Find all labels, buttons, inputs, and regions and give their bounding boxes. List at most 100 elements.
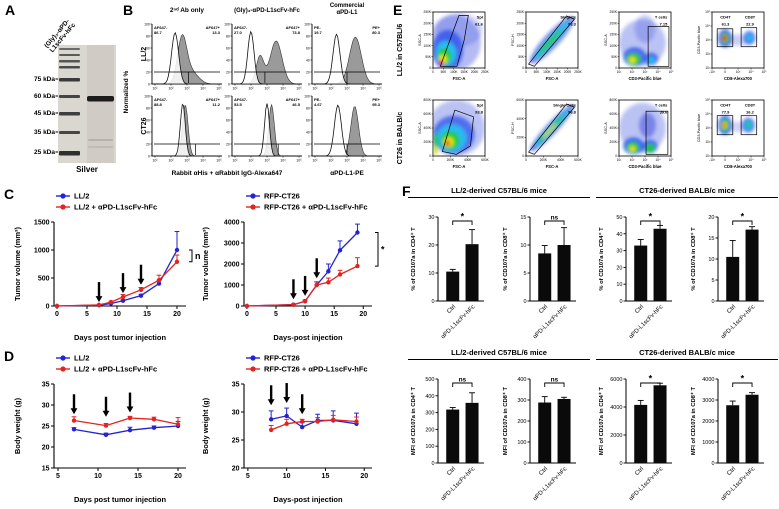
gate-name: CD8T <box>745 103 756 108</box>
tick-label: 200K <box>610 21 618 25</box>
gate-pos-value: 95.3 <box>372 102 381 107</box>
tick-label: 0 <box>711 299 714 305</box>
tick-label: 150K <box>460 70 468 74</box>
open-histogram-curve <box>312 33 382 85</box>
density-cloud <box>530 16 574 64</box>
y-axis-label: % of CD107a in CD8⁺ T <box>690 227 697 291</box>
f-group-title: LL/2-derived C57BL/6 mice <box>408 186 590 198</box>
tick-label: 100K <box>610 44 618 48</box>
bar-chart-F-8: 0 1000 2000 3000 4000 MFI of CD107a in CD8⁺ T… <box>690 374 764 502</box>
gate-value: 22.9 <box>746 21 755 26</box>
tick-label: 10⁴ <box>280 87 286 91</box>
gate-value: 16.2 <box>746 109 755 114</box>
tick-label: 800K <box>424 98 432 102</box>
b-x-axis-label: Rabbit αHis + αRabbit IgG-Alexa647 <box>172 170 283 177</box>
flow-histogram: 0 20 40 60 80 100 10¹ 10² 10³ 10⁴ 10⁵ PE-19.7 PE+80.… <box>304 22 382 90</box>
bar <box>538 396 552 463</box>
y-axis-label: MFI of CD107a in CD8⁺ T <box>502 386 509 455</box>
gate-neg-label: PE- <box>314 25 321 30</box>
panel-label-b: B <box>123 2 134 18</box>
open-histogram-curve <box>152 31 222 85</box>
panel-b-flow-histograms: Normalized % 2ⁿᵈ Ab only (Gly)₃-αPD-L1scFv… <box>123 3 382 177</box>
gate-neg-label: AF647- <box>234 25 248 30</box>
significance-label: ns <box>551 377 559 384</box>
gate-name: T cells <box>655 15 668 20</box>
category-label: Ctrl <box>726 466 737 477</box>
tick-label: 3000 <box>702 398 714 404</box>
gate-pos-value: 13.3 <box>212 30 221 35</box>
tick-label: 10⁵ <box>669 158 675 162</box>
tick-label: 10⁵ <box>376 159 382 163</box>
tick-label: 20 <box>616 265 622 271</box>
b-y-axis-label: Normalized % <box>123 70 130 113</box>
line-chart-C-right: 0 1000 2000 3000 4000 0 5 10 15 20 Days-post injec… <box>201 192 385 342</box>
significance-label: * <box>649 212 653 222</box>
tick-label: 0 <box>432 70 434 74</box>
legend-label: RFP-CT26 + αPD-L1scFv-hFc <box>264 203 368 212</box>
tick-label: 2000 <box>702 419 714 425</box>
tick-label: 400K <box>517 117 525 121</box>
ladder-band <box>59 66 80 69</box>
bar <box>465 392 479 463</box>
e-y-axis-label: FSC-H <box>511 34 515 46</box>
tick-label: 5 <box>56 473 60 480</box>
e-x-axis-label: CD3-Pacific blue <box>628 76 662 81</box>
significance-label: ns <box>459 377 467 384</box>
category-label: Ctrl <box>634 466 645 477</box>
y-axis-label: MFI of CD107a in CD4⁺ T <box>598 386 605 455</box>
tick-label: 10³ <box>344 87 350 91</box>
bar-chart-F-7: 0 2000 4000 6000 MFI of CD107a in CD4⁺ T Ctrl… <box>598 374 672 502</box>
gate-name: Spl <box>477 15 483 20</box>
marker-label: 45 kDa <box>34 110 55 117</box>
sample-lane-smear <box>87 45 114 163</box>
tick-label: 0 <box>429 66 431 70</box>
tick-label: 10³ <box>184 87 190 91</box>
tick-label: 5 <box>274 311 278 318</box>
tick-label: 10² <box>248 159 254 163</box>
blot-caption: Silver <box>76 165 98 174</box>
data-series <box>244 257 360 309</box>
sample-band <box>87 96 114 102</box>
significance-label: * <box>741 212 745 222</box>
tick-label: 10⁵ <box>705 98 711 102</box>
tick-label: 30 <box>232 409 240 416</box>
tick-label: 600K <box>574 158 582 162</box>
e-y-axis-label: CD3-Pacific blue <box>697 26 701 54</box>
category-label: αPD-L1scFv-hFc <box>440 466 476 502</box>
density-cloud <box>530 104 574 152</box>
tick-label: 10⁴ <box>200 159 206 163</box>
f-group-title: CT26-derived BALB/c mice <box>596 186 778 198</box>
ladder-band <box>59 131 80 134</box>
gate-neg-label: AF647- <box>234 97 248 102</box>
flow-histogram: 0 20 40 60 80 100 10¹ 10² 10³ 10⁴ 10⁵ AF647-53.5 AF6… <box>224 94 302 162</box>
tick-label: 10¹ <box>232 159 238 163</box>
line-chart-D-left: 15 20 25 30 35 5 10 15 20 Days post tumor injecti… <box>13 354 186 504</box>
tick-label: 10 <box>283 473 291 480</box>
gate-rect <box>647 26 670 67</box>
tick-label: 10⁵ <box>669 70 675 74</box>
bar <box>745 392 759 463</box>
tick-label: 10² <box>328 87 334 91</box>
tick-label: 10⁴ <box>280 159 286 163</box>
tick-label: 40 <box>226 58 230 62</box>
category-label: αPD-L1scFv-hFc <box>720 304 756 340</box>
gate-value: 39.6 <box>660 109 669 114</box>
tick-label: 3000 <box>224 240 240 247</box>
b-x-axis-label: αPD-L1-PE <box>330 170 364 177</box>
gate-name: Spl <box>477 103 483 108</box>
tick-label: 10⁴ <box>705 112 711 116</box>
tick-label: 15 <box>322 473 330 480</box>
category-label: αPD-L1scFv-hFc <box>532 304 568 340</box>
gate-value: 61.6 <box>475 21 484 26</box>
gate-value: 7.15 <box>660 21 669 26</box>
injection-arrow <box>267 385 275 406</box>
line-chart-C-left: 0 500 1000 1500 0 5 10 15 20 Days post tumor inje… <box>13 192 200 342</box>
e-y-axis-label: SSC-A <box>604 34 608 46</box>
bar <box>446 407 460 463</box>
bar <box>538 245 552 301</box>
y-axis-label: Tumor volume (mm³) <box>201 226 210 301</box>
tick-label: 200K <box>564 70 572 74</box>
gate-rect <box>740 27 758 48</box>
legend-label: LL/2 + αPD-L1scFv-hFc <box>74 203 157 212</box>
